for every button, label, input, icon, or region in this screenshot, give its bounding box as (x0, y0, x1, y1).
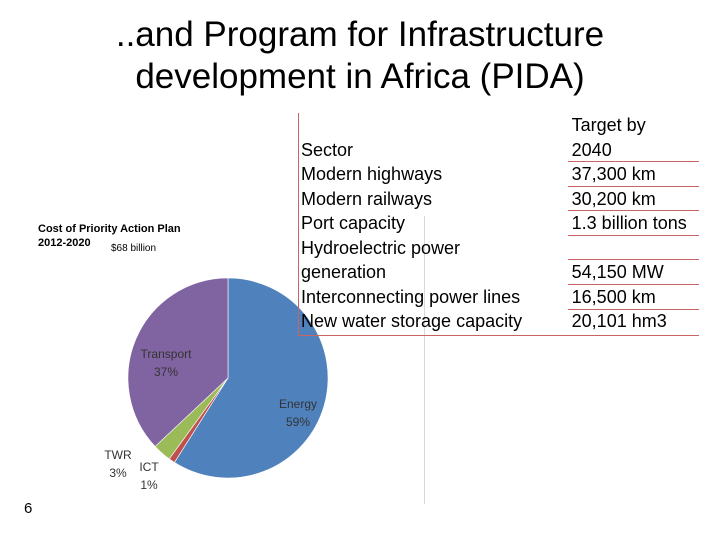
page-number: 6 (24, 500, 33, 517)
slice-percent-transport: 37% (154, 365, 178, 379)
target-cell: 37,300 km (571, 164, 656, 184)
slice-label-energy: Energy (279, 397, 317, 411)
sector-cell: generation (301, 262, 387, 282)
title-line-1: ..and Program for Infrastructure (115, 15, 605, 54)
sector-cell: Modern highways (301, 164, 443, 184)
table-row: New water storage capacity 20,101 hm3 (299, 309, 699, 334)
table-rule (568, 309, 699, 310)
slice-label-ict: ICT (139, 460, 159, 474)
target-cell: 30,200 km (571, 188, 656, 209)
slice-percent-twr: 3% (109, 466, 127, 480)
table-row: Port capacity 1.3 billion tons (299, 211, 699, 236)
chart-total-label: $68 billion (111, 243, 157, 254)
pie-slice-energy (174, 277, 329, 479)
table-rule (568, 161, 699, 162)
table-row: Modern highways 37,300 km (299, 162, 699, 187)
slice-percent-ict: 1% (140, 478, 158, 492)
title-line-2: development in Africa (PIDA) (135, 57, 585, 96)
sector-cell: Port capacity (301, 213, 406, 233)
chart-title: Cost of Priority Action Plan 2012-2020 (38, 222, 181, 250)
targets-table: Target by Sector 2040 Modern highways 37… (298, 113, 699, 336)
pie-chart: Energy 59% ICT 1% TWR 3% Transport 37% (104, 277, 329, 492)
target-cell: 1.3 billion tons (571, 213, 687, 233)
table-rule (568, 235, 699, 236)
sector-cell: Hydroelectric power (301, 237, 461, 258)
table-row: Modern railways 30,200 km (299, 187, 699, 212)
table-header-row-1: Target by (299, 113, 699, 138)
target-cell: 16,500 km (571, 286, 656, 307)
table-rule (568, 284, 699, 285)
slice-percent-energy: 59% (286, 415, 310, 429)
sector-header: Sector (301, 139, 354, 160)
table-row: Interconnecting power lines 16,500 km (299, 285, 699, 310)
table-rule (568, 210, 699, 211)
slice-label-transport: Transport (141, 347, 193, 361)
pie-slice-transport (127, 277, 229, 447)
target-cell: 20,101 hm3 (571, 311, 667, 331)
table-header-row-2: Sector 2040 (299, 138, 699, 163)
table-rule (568, 259, 699, 260)
table-row: Hydroelectric power (299, 236, 699, 261)
slide-title: ..and Program for Infrastructure develop… (60, 14, 660, 98)
sector-cell: Modern railways (301, 188, 433, 209)
table-rule (568, 186, 699, 187)
sector-cell: New water storage capacity (301, 311, 523, 331)
chart-title-line-2: 2012-2020 (38, 237, 91, 249)
target-cell: 54,150 MW (571, 262, 664, 282)
slice-label-twr: TWR (104, 448, 132, 462)
sector-cell: Interconnecting power lines (301, 286, 521, 307)
chart-title-line-1: Cost of Priority Action Plan (38, 223, 181, 235)
target-header-line-1: Target by (571, 115, 646, 135)
pie-chart-panel: Cost of Priority Action Plan 2012-2020 $… (30, 216, 425, 504)
target-header-line-2: 2040 (571, 139, 612, 160)
table-row: generation 54,150 MW (299, 260, 699, 285)
